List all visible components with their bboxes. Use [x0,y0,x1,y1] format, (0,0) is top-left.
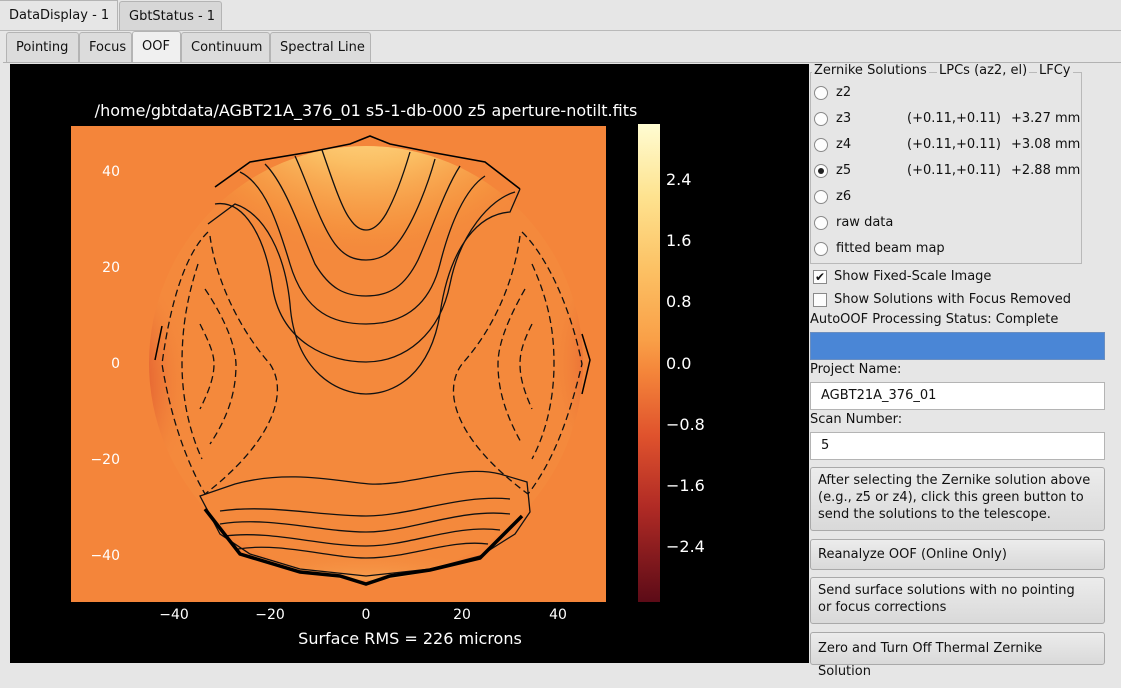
send-solutions-line-1: After selecting the Zernike solution abo… [818,473,1091,488]
zero-thermal-label: Zero and Turn Off Thermal Zernike Soluti… [818,641,1043,679]
tab-gbtstatus[interactable]: GbtStatus - 1 [119,1,222,30]
surface-rms-label: Surface RMS = 226 microns [298,629,522,648]
reanalyze-oof-label: Reanalyze OOF (Online Only) [818,547,1007,562]
x-tick-label: 40 [549,607,567,623]
z3-lfc: +3.27 mm [1011,111,1081,126]
radio-z3[interactable] [814,112,828,126]
checkmark-icon: ✔ [814,270,826,284]
radio-z6[interactable] [814,190,828,204]
y-tick-label: −20 [90,452,120,468]
colorbar-tick-label: 2.4 [666,170,691,189]
send-no-corrections-line-2: or focus corrections [818,600,947,615]
radio-z2-label: z2 [836,85,852,100]
tab-oof[interactable]: OOF [132,31,181,63]
z5-lfc: +2.88 mm [1011,163,1081,178]
tab-focus[interactable]: Focus [79,32,132,62]
project-name-field[interactable]: AGBT21A_376_01 [810,382,1105,410]
zernike-col-lfc: LFCy [1037,63,1073,78]
send-solutions-line-3: send the solutions to the telescope. [818,507,1051,522]
positive-contours-top [207,149,521,395]
negative-contours-left [161,231,278,495]
x-tick-label: −20 [255,607,285,623]
colorbar [638,124,660,602]
y-tick-label: −40 [90,548,120,564]
radio-raw-data[interactable] [814,216,828,230]
colorbar-tick-label: 1.6 [666,231,691,250]
radio-z4-label: z4 [836,137,852,152]
focus-removed-checkbox[interactable] [813,293,827,307]
aperture-rim [154,325,591,395]
x-tick-label: 20 [453,607,471,623]
radio-z5-label: z5 [836,163,852,178]
z4-lfc: +3.08 mm [1011,137,1081,152]
tab-divider [0,30,1121,31]
aperture-outline [214,135,521,190]
colorbar-tick-label: −2.4 [666,537,705,556]
subtab-divider [3,62,1121,63]
colorbar-tick-label: 0.8 [666,292,691,311]
x-tick-label: 0 [362,607,371,623]
radio-raw-data-label: raw data [836,215,894,230]
negative-contours-right [452,231,583,495]
plot-title: /home/gbtdata/AGBT21A_376_01 s5-1-db-000… [95,101,638,121]
colorbar-tick-label: −0.8 [666,415,705,434]
aperture-map [149,146,583,580]
processing-progress-bar [810,332,1105,360]
send-solutions-button[interactable]: After selecting the Zernike solution abo… [810,467,1105,531]
aperture-bottom-rim [203,507,524,586]
scan-number-field[interactable]: 5 [810,432,1105,460]
reanalyze-oof-button[interactable]: Reanalyze OOF (Online Only) [810,539,1105,570]
fixed-scale-checkbox[interactable]: ✔ [813,270,827,284]
fixed-scale-label: Show Fixed-Scale Image [834,269,992,284]
scan-number-label: Scan Number: [810,412,903,427]
zero-thermal-button[interactable]: Zero and Turn Off Thermal Zernike Soluti… [810,632,1105,679]
radio-z5[interactable] [814,164,828,178]
processing-status-label: AutoOOF Processing Status: Complete [810,312,1059,327]
positive-contours-bottom [199,470,531,577]
send-no-corrections-line-1: Send surface solutions with no pointing [818,583,1075,598]
focus-removed-label: Show Solutions with Focus Removed [834,292,1072,307]
aperture-plot: /home/gbtdata/AGBT21A_376_01 s5-1-db-000… [10,64,809,663]
send-no-corrections-button[interactable]: Send surface solutions with no pointing … [810,577,1105,624]
radio-fitted-beam-map[interactable] [814,242,828,256]
colorbar-tick-label: 0.0 [666,354,691,373]
z3-lpc: (+0.11,+0.11) [907,111,1001,126]
y-tick-label: 40 [102,164,120,180]
tab-continuum[interactable]: Continuum [181,32,270,62]
radio-z3-label: z3 [836,111,852,126]
progress-fill [811,333,1104,359]
axis-ticks [173,602,559,607]
colorbar-tick-label: −1.6 [666,476,705,495]
z4-lpc: (+0.11,+0.11) [907,137,1001,152]
tab-pointing[interactable]: Pointing [6,32,79,62]
radio-z6-label: z6 [836,189,852,204]
y-tick-label: 20 [102,260,120,276]
z5-lpc: (+0.11,+0.11) [907,163,1001,178]
x-tick-label: −40 [159,607,189,623]
radio-z4[interactable] [814,138,828,152]
project-name-label: Project Name: [810,362,902,377]
radio-fitted-beam-map-label: fitted beam map [836,241,945,256]
zernike-group-title: Zernike Solutions [812,63,929,78]
send-solutions-line-2: (e.g., z5 or z4), click this green butto… [818,490,1084,505]
y-tick-label: 0 [111,356,120,372]
zernike-col-lpc: LPCs (az2, el) [937,63,1030,78]
tab-datadisplay[interactable]: DataDisplay - 1 [0,0,118,30]
tab-spectral-line[interactable]: Spectral Line [270,32,371,62]
radio-z2[interactable] [814,86,828,100]
aperture-plot-svg: /home/gbtdata/AGBT21A_376_01 s5-1-db-000… [71,101,705,648]
